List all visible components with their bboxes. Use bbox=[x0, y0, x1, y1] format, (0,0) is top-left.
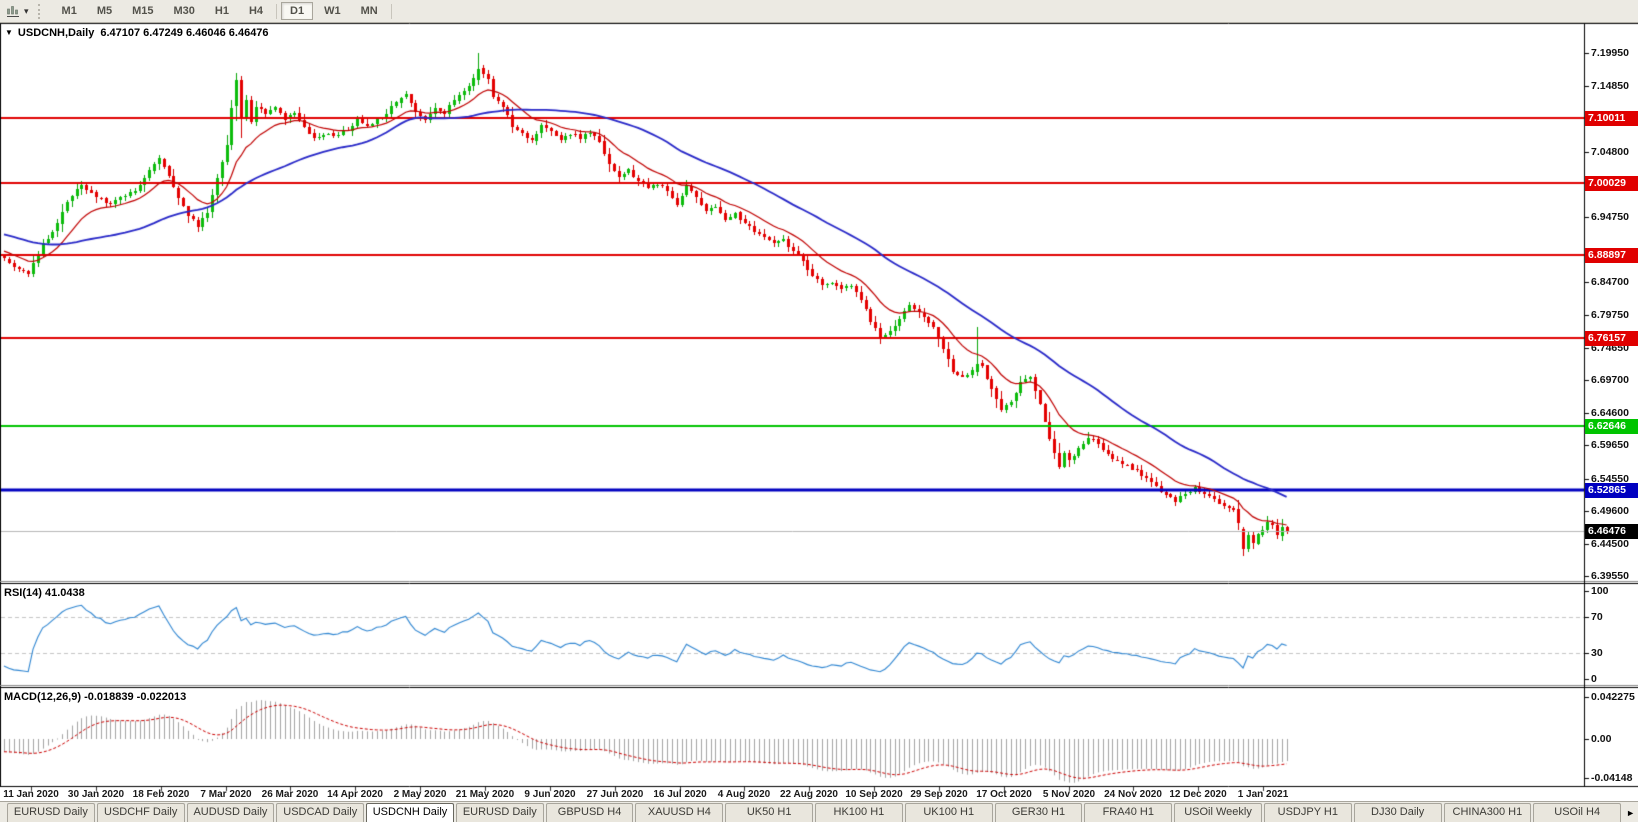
hline-price-label: 7.10011 bbox=[1585, 111, 1638, 126]
hline-price-label: 6.62646 bbox=[1585, 419, 1638, 434]
price-axis-label: 7.19950 bbox=[1591, 47, 1629, 59]
chart-tab-bar: EURUSD Daily USDCHF Daily AUDUSD Daily USDC… bbox=[0, 801, 1638, 822]
chart-tab-xauusd-h4[interactable]: XAUUSD H4 bbox=[635, 803, 724, 822]
date-axis-label: 30 Jan 2020 bbox=[67, 789, 125, 800]
rsi-axis-label: 30 bbox=[1591, 647, 1603, 659]
date-axis-label: 22 Aug 2020 bbox=[780, 789, 838, 800]
chart-tab-usdjpy-h1[interactable]: USDJPY H1 bbox=[1263, 803, 1352, 822]
price-axis-label: 6.94750 bbox=[1591, 211, 1629, 223]
date-axis-label: 26 Mar 2020 bbox=[261, 789, 319, 800]
chart-tab-usdcnh-daily[interactable]: USDCNH Daily bbox=[366, 803, 454, 822]
chart-title-ohlc: 6.47107 6.47249 6.46046 6.46476 bbox=[100, 27, 269, 39]
date-axis-label: 12 Dec 2020 bbox=[1169, 789, 1227, 800]
date-axis-label: 2 May 2020 bbox=[393, 789, 447, 800]
date-axis-label: 18 Feb 2020 bbox=[132, 789, 190, 800]
date-axis-label: 29 Sep 2020 bbox=[910, 789, 968, 800]
chart-tab-hk100-h1[interactable]: HK100 H1 bbox=[815, 803, 903, 822]
chart-tab-usdchf-daily[interactable]: USDCHF Daily bbox=[96, 803, 185, 822]
price-axis-label: 7.04800 bbox=[1591, 146, 1629, 158]
macd-indicator-label: MACD(12,26,9) -0.018839 -0.022013 bbox=[4, 691, 187, 703]
macd-axis-label: -0.04148 bbox=[1591, 772, 1633, 784]
price-axis-label: 6.39550 bbox=[1591, 570, 1629, 582]
date-axis-label: 17 Oct 2020 bbox=[976, 789, 1032, 800]
price-axis-label: 6.59650 bbox=[1591, 439, 1629, 451]
date-axis-label: 27 Jun 2020 bbox=[586, 789, 644, 800]
chart-title-dropdown-icon[interactable]: ▼ bbox=[5, 28, 13, 37]
chart-title: ▼ USDCNH,Daily 6.47107 6.47249 6.46046 6.4… bbox=[5, 27, 269, 39]
chart-tab-uk100-h1[interactable]: UK100 H1 bbox=[904, 803, 993, 822]
chart-tab-china300-h1[interactable]: CHINA300 H1 bbox=[1443, 803, 1532, 822]
date-axis-label: 11 Jan 2020 bbox=[3, 789, 59, 800]
rsi-indicator-label: RSI(14) 41.0438 bbox=[4, 587, 85, 599]
date-axis-label: 21 May 2020 bbox=[455, 789, 515, 800]
toolbar-grip[interactable] bbox=[37, 3, 43, 19]
toolbar-separator bbox=[276, 3, 278, 19]
chart-title-symbol: USDCNH,Daily bbox=[17, 27, 95, 39]
timeframe-bar: M1 M5 M15 M30 H1 H4 D1 W1 MN bbox=[49, 2, 398, 20]
date-axis-label: 4 Aug 2020 bbox=[717, 789, 771, 800]
timeframe-button-w1[interactable]: W1 bbox=[315, 2, 350, 20]
toolbar-separator bbox=[390, 3, 392, 19]
timeframe-button-h4[interactable]: H4 bbox=[240, 2, 272, 20]
toolbar: ▾ M1 M5 M15 M30 H1 H4 D1 W1 MN bbox=[0, 0, 1638, 23]
date-axis-label: 5 Nov 2020 bbox=[1042, 789, 1096, 800]
chart-tab-eurusd-daily[interactable]: EURUSD Daily bbox=[455, 803, 544, 822]
macd-axis-label: 0.00 bbox=[1591, 733, 1612, 745]
rsi-axis-label: 100 bbox=[1591, 585, 1609, 597]
date-axis-label: 24 Nov 2020 bbox=[1104, 789, 1162, 800]
date-axis-label: 10 Sep 2020 bbox=[845, 789, 903, 800]
timeframe-button-mn[interactable]: MN bbox=[352, 2, 387, 20]
timeframe-button-d1[interactable]: D1 bbox=[281, 2, 314, 20]
hline-price-label: 6.88897 bbox=[1585, 248, 1638, 263]
chart-tab-audusd-daily[interactable]: AUDUSD Daily bbox=[186, 803, 275, 822]
chart-tab-usoil-weekly[interactable]: USOil Weekly bbox=[1174, 803, 1262, 822]
date-axis-label: 1 Jan 2021 bbox=[1237, 789, 1289, 800]
chart-tools-dropdown-icon[interactable]: ▾ bbox=[24, 5, 29, 16]
hline-price-label: 6.76157 bbox=[1585, 331, 1638, 346]
price-axis-label: 6.69700 bbox=[1591, 374, 1629, 386]
timeframe-button-m5[interactable]: M5 bbox=[88, 2, 121, 20]
chart-tab-fra40-h1[interactable]: FRA40 H1 bbox=[1084, 803, 1173, 822]
hline-price-label: 6.52865 bbox=[1585, 483, 1638, 498]
price-axis-label: 6.49600 bbox=[1591, 505, 1629, 517]
timeframe-button-m15[interactable]: M15 bbox=[123, 2, 162, 20]
timeframe-button-m1[interactable]: M1 bbox=[53, 2, 86, 20]
hline-price-label: 7.00029 bbox=[1585, 176, 1638, 191]
price-axis-label: 6.84700 bbox=[1591, 276, 1629, 288]
tab-scroll-right-icon[interactable]: ► bbox=[1626, 808, 1635, 818]
price-axis-label: 7.14850 bbox=[1591, 80, 1629, 92]
chart-tools-icon[interactable] bbox=[6, 4, 21, 18]
macd-axis-label: 0.042275 bbox=[1591, 691, 1635, 703]
timeframe-button-h1[interactable]: H1 bbox=[206, 2, 238, 20]
date-axis-label: 7 Mar 2020 bbox=[200, 789, 252, 800]
chart-tools-group: ▾ bbox=[0, 4, 34, 18]
date-axis-label: 9 Jun 2020 bbox=[524, 789, 576, 800]
chart-tab-eurusd-daily[interactable]: EURUSD Daily bbox=[7, 803, 95, 822]
chart-tab-usdcad-daily[interactable]: USDCAD Daily bbox=[276, 803, 365, 822]
chart-tab-dj30-daily[interactable]: DJ30 Daily bbox=[1353, 803, 1442, 822]
price-axis-label: 6.79750 bbox=[1591, 309, 1629, 321]
rsi-axis-label: 0 bbox=[1591, 673, 1597, 685]
price-axis-label: 6.64600 bbox=[1591, 407, 1629, 419]
price-axis-label: 6.54550 bbox=[1591, 473, 1629, 485]
price-axis-label: 6.44500 bbox=[1591, 538, 1629, 550]
chart-tab-usoil-h4[interactable]: USOil H4 bbox=[1533, 803, 1622, 822]
date-axis-label: 16 Jul 2020 bbox=[653, 789, 707, 800]
chart-tab-gbpusd-h4[interactable]: GBPUSD H4 bbox=[545, 803, 634, 822]
chart-tab-uk50-h1[interactable]: UK50 H1 bbox=[725, 803, 814, 822]
current-price-label: 6.46476 bbox=[1585, 524, 1638, 539]
rsi-axis-label: 70 bbox=[1591, 611, 1603, 623]
chart-tab-ger30-h1[interactable]: GER30 H1 bbox=[994, 803, 1083, 822]
date-axis-label: 14 Apr 2020 bbox=[327, 789, 383, 800]
timeframe-button-m30[interactable]: M30 bbox=[165, 2, 204, 20]
